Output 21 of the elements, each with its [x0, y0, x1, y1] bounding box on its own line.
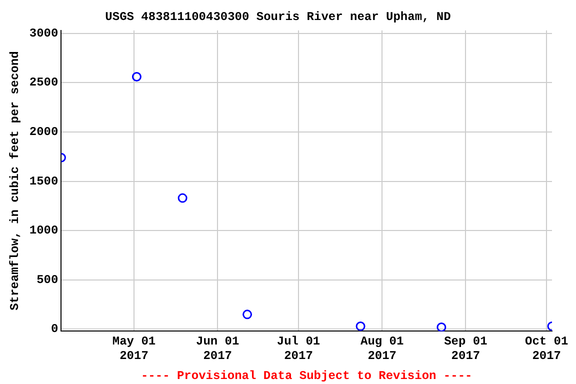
y-tick-label: 2500: [29, 76, 58, 90]
y-tick-label: 500: [36, 272, 58, 287]
y-axis-title: Streamflow, in cubic feet per second: [8, 51, 22, 310]
point: [356, 322, 366, 332]
y-tick-label: 3000: [29, 26, 58, 40]
y-tick-label: 1000: [29, 224, 58, 238]
x-tick-label: Jul 01 2017: [276, 334, 320, 363]
y-tick-label: 2000: [29, 124, 58, 139]
text: ---- Provisional Data Subject to Revision ----: [140, 369, 472, 384]
point: [242, 310, 252, 320]
point: [436, 322, 446, 332]
chart-title: USGS 483811100430300 Souris River near Upham, ND: [105, 10, 451, 24]
y-tick-label: 0: [51, 322, 58, 336]
x-tick-label: Sep 01 2017: [444, 334, 488, 363]
y-tick-label: 1500: [29, 174, 58, 188]
x-tick-label: May 01 2017: [112, 334, 156, 363]
x-tick-label: Jun 01 2017: [196, 334, 240, 363]
point: [132, 72, 142, 82]
point: [178, 193, 188, 203]
x-tick-label: Aug 01 2017: [360, 334, 404, 363]
x-tick-label: Oct 01 2017: [524, 334, 568, 363]
